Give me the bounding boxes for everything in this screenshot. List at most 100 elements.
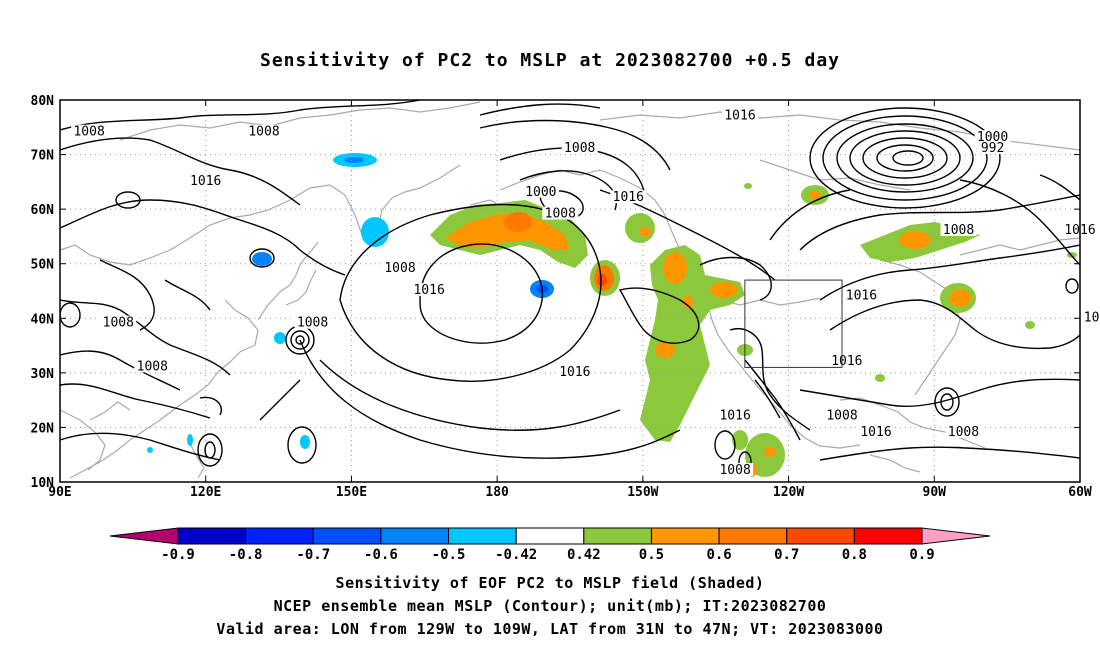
contour-label: 1016: [846, 288, 877, 303]
contour-label-bg: [978, 141, 1007, 155]
contour-label-bg: [843, 288, 880, 302]
contour-label: 1016: [831, 354, 862, 369]
lat-label: 20N: [31, 421, 55, 436]
contour-label: 1016: [724, 108, 755, 123]
shade-blob-positive: [875, 374, 885, 382]
contour-label: 1016: [613, 190, 644, 205]
colorbar-tick-label: 0.42: [567, 547, 601, 563]
axis-ticks: [59, 99, 1081, 483]
shade-blob-negative: [187, 434, 193, 446]
lon-label: 90W: [923, 485, 947, 500]
lon-label: 180: [485, 485, 509, 500]
colorbar-segment: [380, 527, 450, 545]
contour-label-bg: [828, 353, 865, 367]
colorbar-tick-label: -0.6: [364, 547, 398, 563]
contour-label: 1008: [137, 359, 168, 374]
colorbar-tick-label: 0.7: [774, 547, 799, 563]
contour-label: 1016: [559, 365, 590, 380]
contour-label-bg: [940, 222, 977, 236]
colorbar-segment: [177, 527, 247, 545]
colorbar-segment: [853, 527, 923, 545]
contour-label-bg: [561, 141, 598, 155]
coastlines: [60, 101, 1080, 479]
plot-title: Sensitivity of PC2 to MSLP at 2023082700…: [259, 50, 840, 71]
shade-core: [663, 252, 687, 284]
lon-label: 120W: [773, 485, 804, 500]
shade-blob-negative: [300, 435, 310, 449]
colorbar: -0.9 -0.8 -0.7 -0.6 -0.5 -0.42 0.42 0.5 0.6 0.7 0.…: [109, 527, 991, 563]
contour-label-bg: [522, 184, 559, 198]
colorbar-segment: [312, 527, 382, 545]
lon-label: 120E: [190, 485, 221, 500]
shade-blob-positive: [744, 183, 752, 189]
shade-core: [655, 342, 675, 358]
shade-core: [710, 282, 738, 298]
shade-core: [344, 157, 364, 163]
contour-label-bg: [1081, 310, 1100, 324]
contour-label: 1008: [297, 316, 328, 331]
lat-label: 60N: [31, 203, 55, 218]
contour-label-bg: [722, 108, 758, 122]
colorbar-tick-label: 0.6: [706, 547, 731, 563]
shade-core: [504, 212, 532, 232]
longitude-labels: 90E 120E 150E 180 150W 120W 90W 60W: [48, 485, 1092, 500]
contour-label-bg: [71, 124, 108, 138]
contour-label-bg: [945, 424, 982, 438]
contour-label: 1008: [103, 316, 134, 331]
shade-blob-negative: [361, 217, 389, 247]
contour-label-bg: [134, 359, 171, 373]
lon-label: 150E: [336, 485, 367, 500]
shade-core: [683, 295, 693, 309]
lon-label: 150W: [627, 485, 658, 500]
lat-label: 70N: [31, 149, 55, 164]
shade-blob-negative: [274, 332, 286, 344]
contour-label-bg: [974, 130, 1011, 144]
colorbar-right-arrow: [921, 527, 991, 545]
contour-label: 1008: [719, 463, 750, 478]
shade-core: [809, 191, 821, 199]
contour-label: 1008: [248, 125, 279, 140]
contour-label: 1016: [719, 409, 750, 424]
contour-label: 992: [981, 141, 1004, 156]
lat-label: 40N: [31, 312, 55, 327]
shade-core: [899, 231, 931, 249]
lat-label: 50N: [31, 258, 55, 273]
contour-label-bg: [556, 364, 593, 378]
colorbar-segment: [718, 527, 788, 545]
contour-label: 1008: [545, 207, 576, 222]
contour-label-bg: [610, 190, 647, 204]
contour-label-bg: [542, 206, 579, 220]
colorbar-segment: [583, 527, 652, 545]
map-frame: [59, 99, 1081, 483]
shade-core: [445, 212, 570, 250]
colorbar-segment: [245, 527, 314, 545]
contour-label-bg: [717, 463, 754, 477]
colorbar-tick-label: 0.8: [842, 547, 867, 563]
colorbar-segment: [650, 527, 720, 545]
contour-label-bg: [100, 315, 137, 329]
contour-label-bg: [824, 408, 860, 422]
caption-line-3: Valid area: LON from 129W to 109W, LAT f…: [216, 620, 884, 638]
mslp-contours: [60, 100, 1080, 473]
contour-label: 1008: [73, 125, 104, 140]
contour-label: 1008: [948, 425, 979, 440]
colorbar-tick-label: -0.8: [229, 547, 263, 563]
colorbar-segment: [448, 527, 517, 545]
lat-label: 30N: [31, 367, 55, 382]
colorbar-segment: [515, 527, 585, 545]
contour-label-bg: [411, 283, 448, 296]
contour-label: 1008: [943, 223, 974, 238]
shade-blob-positive: [732, 430, 748, 450]
colorbar-tick-label: 0.9: [909, 547, 934, 563]
contour-label: 1008: [564, 141, 595, 156]
contour-label-bg: [717, 408, 754, 422]
shade-blob-positive: [1025, 321, 1035, 329]
shade-core: [597, 274, 607, 286]
shade-core: [639, 227, 651, 237]
colorbar-tick-label: 0.5: [639, 547, 664, 563]
contour-label: 1016: [1084, 310, 1100, 325]
latitude-labels: 10N 20N 30N 40N 50N 60N 70N 80N: [31, 94, 55, 491]
caption-line-1: Sensitivity of EOF PC2 to MSLP field (Sh…: [335, 574, 765, 592]
contour-label-bg: [858, 424, 894, 438]
